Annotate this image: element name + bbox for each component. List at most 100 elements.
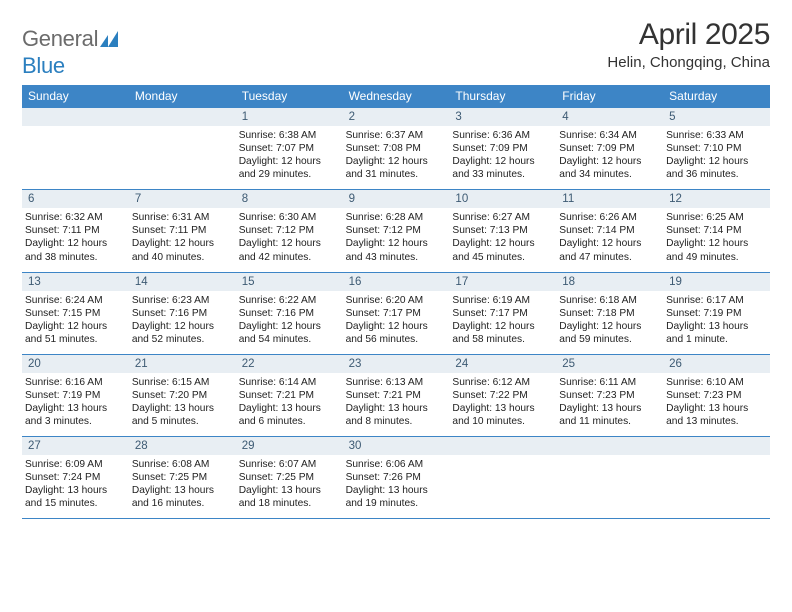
daylight-text: and 18 minutes. — [239, 497, 339, 510]
daylight-text: and 6 minutes. — [239, 415, 339, 428]
sunset-text: Sunset: 7:13 PM — [452, 224, 552, 237]
sunrise-text: Sunrise: 6:30 AM — [239, 211, 339, 224]
sunrise-text: Sunrise: 6:38 AM — [239, 129, 339, 142]
sunrise-text: Sunrise: 6:19 AM — [452, 294, 552, 307]
header: GeneralBlue April 2025 Helin, Chongqing,… — [22, 18, 770, 79]
sunrise-text: Sunrise: 6:08 AM — [132, 458, 232, 471]
daylight-text: Daylight: 13 hours — [452, 402, 552, 415]
day-body: Sunrise: 6:19 AMSunset: 7:17 PMDaylight:… — [449, 291, 556, 354]
daylight-text: Daylight: 12 hours — [239, 320, 339, 333]
day-body — [663, 455, 770, 466]
day-body — [22, 126, 129, 137]
sunset-text: Sunset: 7:14 PM — [559, 224, 659, 237]
day-number: 27 — [22, 437, 129, 455]
sunset-text: Sunset: 7:10 PM — [666, 142, 766, 155]
sunrise-text: Sunrise: 6:07 AM — [239, 458, 339, 471]
sunset-text: Sunset: 7:25 PM — [239, 471, 339, 484]
daylight-text: Daylight: 13 hours — [239, 484, 339, 497]
day-body: Sunrise: 6:13 AMSunset: 7:21 PMDaylight:… — [343, 373, 450, 436]
calendar-cell: 24Sunrise: 6:12 AMSunset: 7:22 PMDayligh… — [449, 355, 556, 436]
sunrise-text: Sunrise: 6:25 AM — [666, 211, 766, 224]
daylight-text: Daylight: 12 hours — [25, 237, 125, 250]
calendar-cell: 6Sunrise: 6:32 AMSunset: 7:11 PMDaylight… — [22, 190, 129, 271]
day-body: Sunrise: 6:07 AMSunset: 7:25 PMDaylight:… — [236, 455, 343, 518]
day-number: 7 — [129, 190, 236, 208]
daylight-text: Daylight: 12 hours — [346, 237, 446, 250]
day-body — [449, 455, 556, 466]
day-body: Sunrise: 6:09 AMSunset: 7:24 PMDaylight:… — [22, 455, 129, 518]
sunrise-text: Sunrise: 6:37 AM — [346, 129, 446, 142]
daylight-text: and 47 minutes. — [559, 251, 659, 264]
daylight-text: and 34 minutes. — [559, 168, 659, 181]
day-number: 17 — [449, 273, 556, 291]
daylight-text: Daylight: 12 hours — [239, 237, 339, 250]
day-body: Sunrise: 6:36 AMSunset: 7:09 PMDaylight:… — [449, 126, 556, 189]
calendar-cell: 20Sunrise: 6:16 AMSunset: 7:19 PMDayligh… — [22, 355, 129, 436]
calendar-cell: 29Sunrise: 6:07 AMSunset: 7:25 PMDayligh… — [236, 437, 343, 518]
dayname-wed: Wednesday — [343, 85, 450, 108]
daylight-text: Daylight: 13 hours — [132, 484, 232, 497]
day-number — [663, 437, 770, 455]
day-number: 22 — [236, 355, 343, 373]
day-number: 11 — [556, 190, 663, 208]
dayname-fri: Friday — [556, 85, 663, 108]
calendar-cell: 3Sunrise: 6:36 AMSunset: 7:09 PMDaylight… — [449, 108, 556, 189]
daylight-text: and 49 minutes. — [666, 251, 766, 264]
brand-mark-icon — [100, 27, 120, 53]
dayname-sat: Saturday — [663, 85, 770, 108]
day-body: Sunrise: 6:27 AMSunset: 7:13 PMDaylight:… — [449, 208, 556, 271]
calendar-week: 1Sunrise: 6:38 AMSunset: 7:07 PMDaylight… — [22, 108, 770, 190]
daylight-text: and 16 minutes. — [132, 497, 232, 510]
daylight-text: and 38 minutes. — [25, 251, 125, 264]
day-number: 20 — [22, 355, 129, 373]
calendar-cell: 21Sunrise: 6:15 AMSunset: 7:20 PMDayligh… — [129, 355, 236, 436]
calendar-cell: 19Sunrise: 6:17 AMSunset: 7:19 PMDayligh… — [663, 273, 770, 354]
sunrise-text: Sunrise: 6:11 AM — [559, 376, 659, 389]
calendar-cell: 12Sunrise: 6:25 AMSunset: 7:14 PMDayligh… — [663, 190, 770, 271]
calendar-cell: 4Sunrise: 6:34 AMSunset: 7:09 PMDaylight… — [556, 108, 663, 189]
day-number: 2 — [343, 108, 450, 126]
day-number: 3 — [449, 108, 556, 126]
calendar-body: 1Sunrise: 6:38 AMSunset: 7:07 PMDaylight… — [22, 108, 770, 519]
daylight-text: and 11 minutes. — [559, 415, 659, 428]
day-body: Sunrise: 6:28 AMSunset: 7:12 PMDaylight:… — [343, 208, 450, 271]
sunrise-text: Sunrise: 6:16 AM — [25, 376, 125, 389]
calendar-cell: 13Sunrise: 6:24 AMSunset: 7:15 PMDayligh… — [22, 273, 129, 354]
sunset-text: Sunset: 7:21 PM — [346, 389, 446, 402]
daylight-text: Daylight: 13 hours — [666, 320, 766, 333]
sunrise-text: Sunrise: 6:18 AM — [559, 294, 659, 307]
day-body: Sunrise: 6:25 AMSunset: 7:14 PMDaylight:… — [663, 208, 770, 271]
day-number: 25 — [556, 355, 663, 373]
day-body: Sunrise: 6:33 AMSunset: 7:10 PMDaylight:… — [663, 126, 770, 189]
calendar-cell — [129, 108, 236, 189]
daylight-text: and 33 minutes. — [452, 168, 552, 181]
sunrise-text: Sunrise: 6:33 AM — [666, 129, 766, 142]
daylight-text: Daylight: 12 hours — [452, 237, 552, 250]
day-body: Sunrise: 6:06 AMSunset: 7:26 PMDaylight:… — [343, 455, 450, 518]
day-number: 4 — [556, 108, 663, 126]
calendar-cell: 28Sunrise: 6:08 AMSunset: 7:25 PMDayligh… — [129, 437, 236, 518]
daylight-text: and 8 minutes. — [346, 415, 446, 428]
daylight-text: Daylight: 12 hours — [452, 320, 552, 333]
daylight-text: and 45 minutes. — [452, 251, 552, 264]
sunrise-text: Sunrise: 6:32 AM — [25, 211, 125, 224]
day-body: Sunrise: 6:12 AMSunset: 7:22 PMDaylight:… — [449, 373, 556, 436]
daylight-text: Daylight: 13 hours — [559, 402, 659, 415]
sunset-text: Sunset: 7:11 PM — [132, 224, 232, 237]
daylight-text: Daylight: 13 hours — [25, 484, 125, 497]
sunrise-text: Sunrise: 6:31 AM — [132, 211, 232, 224]
daylight-text: Daylight: 12 hours — [346, 320, 446, 333]
day-body: Sunrise: 6:17 AMSunset: 7:19 PMDaylight:… — [663, 291, 770, 354]
sunset-text: Sunset: 7:17 PM — [346, 307, 446, 320]
daylight-text: and 19 minutes. — [346, 497, 446, 510]
calendar-cell: 30Sunrise: 6:06 AMSunset: 7:26 PMDayligh… — [343, 437, 450, 518]
calendar-cell — [22, 108, 129, 189]
day-number: 26 — [663, 355, 770, 373]
sunset-text: Sunset: 7:14 PM — [666, 224, 766, 237]
calendar-cell: 18Sunrise: 6:18 AMSunset: 7:18 PMDayligh… — [556, 273, 663, 354]
daylight-text: Daylight: 12 hours — [239, 155, 339, 168]
sunset-text: Sunset: 7:25 PM — [132, 471, 232, 484]
sunset-text: Sunset: 7:11 PM — [25, 224, 125, 237]
sunset-text: Sunset: 7:09 PM — [559, 142, 659, 155]
sunrise-text: Sunrise: 6:06 AM — [346, 458, 446, 471]
